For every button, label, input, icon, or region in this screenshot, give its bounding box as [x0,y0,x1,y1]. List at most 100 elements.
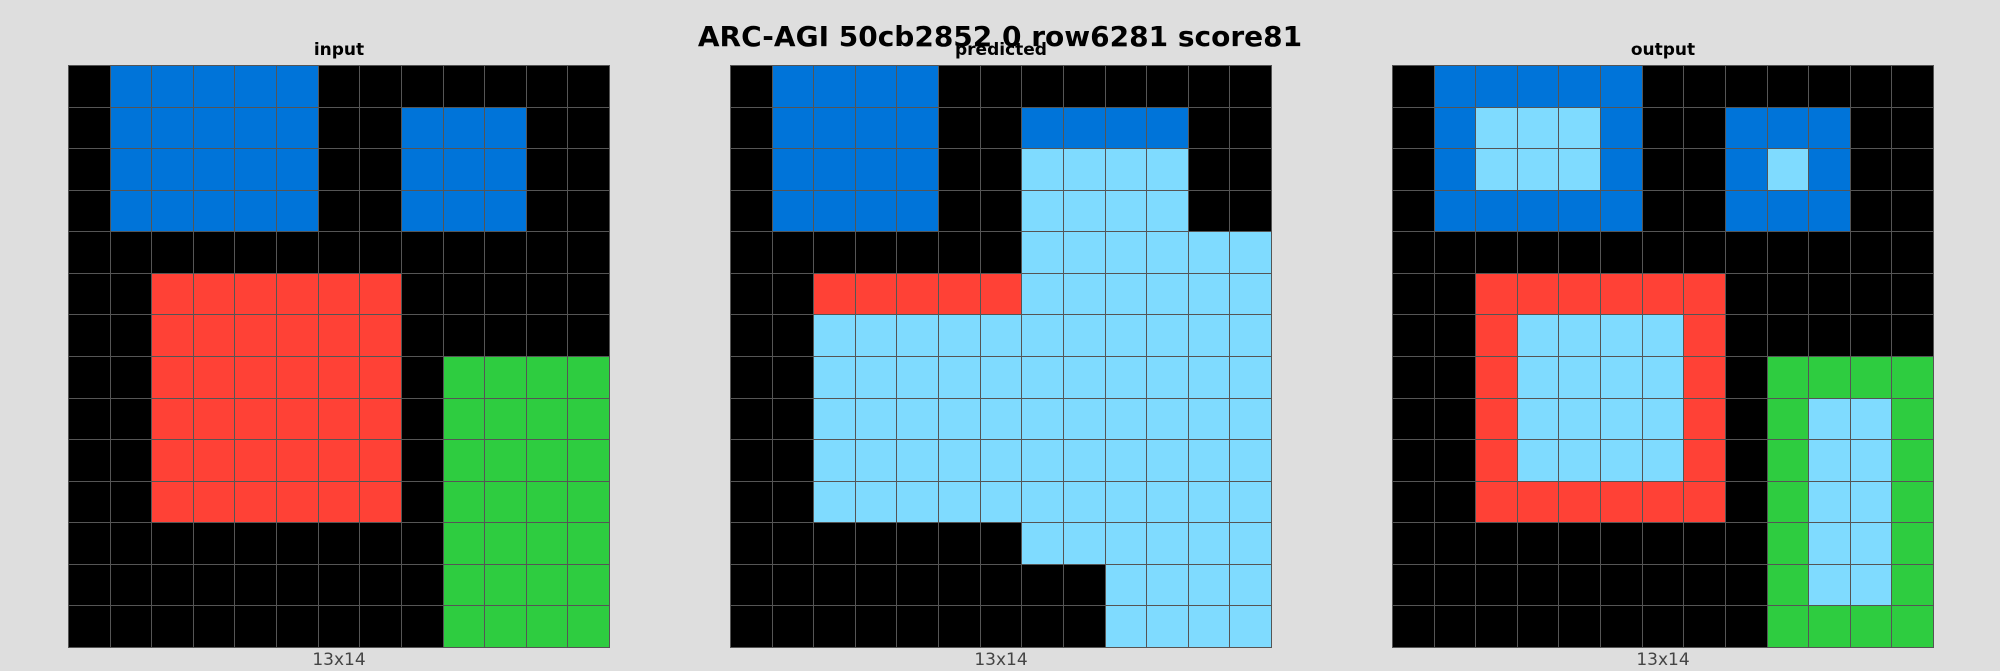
grid-cell [485,190,526,232]
grid-cell [360,315,401,356]
grid-cell [1767,564,1809,606]
grid-cell [1022,190,1063,232]
grid-cell [152,398,193,440]
grid-cell [1147,66,1188,107]
grid-cell [731,357,772,398]
grid-cell [1230,273,1271,315]
grid-cell [1892,564,1933,606]
grid-cell [443,481,485,523]
grid-cell [939,190,980,232]
grid-cell [939,564,980,606]
grid-cell [772,273,814,315]
grid-cell [1767,606,1809,647]
grid-cell [568,190,609,232]
grid-cell [1642,315,1684,356]
grid-cell [1850,273,1892,315]
grid-cell [1767,357,1809,398]
grid-cell [1022,606,1063,647]
grid-cell [1393,66,1434,107]
grid-cell [443,398,485,440]
grid-cell [485,440,526,481]
grid-cell [1601,357,1642,398]
grid-cell [1601,398,1642,440]
grid-cell [1767,232,1809,273]
grid-cell [1850,66,1892,107]
grid-cell [939,149,980,190]
grid-cell [1684,149,1725,190]
grid-cell [1393,440,1434,481]
grid-cell [1642,190,1684,232]
grid-cell [814,398,855,440]
grid-cell [1188,440,1230,481]
grid-cell [1063,440,1105,481]
grid-cell [772,606,814,647]
grid-cell [897,66,939,107]
grid-cell [1476,440,1517,481]
grid-cell [1517,440,1559,481]
grid-cell [897,523,939,564]
grid-cell [814,481,855,523]
grid-cell [110,232,152,273]
grid-cell [1517,232,1559,273]
grid-cell [814,232,855,273]
grid-cell [980,232,1022,273]
grid-cell [1559,606,1601,647]
grid-cell [1559,523,1601,564]
grid-cell [1642,66,1684,107]
grid-cell [235,481,277,523]
grid-cell [814,190,855,232]
grid-cell [1147,149,1188,190]
grid-cell [1767,315,1809,356]
grid-cell [1517,398,1559,440]
grid-cell [1809,315,1850,356]
input-panel-title: input [313,40,365,60]
grid-cell [69,523,110,564]
grid-cell [193,481,235,523]
grid-cell [69,440,110,481]
grid-cell [526,564,568,606]
grid-cell [69,190,110,232]
grid-cell [731,107,772,149]
grid-cell [485,149,526,190]
grid-cell [1517,66,1559,107]
grid-cell [1767,523,1809,564]
grid-cell [1063,149,1105,190]
grid-cell [1517,606,1559,647]
grid-cell [485,564,526,606]
grid-cell [939,606,980,647]
grid-cell [360,440,401,481]
grid-cell [1642,606,1684,647]
grid-cell [1601,232,1642,273]
grid-cell [772,66,814,107]
grid-cell [1892,315,1933,356]
grid-cell [939,66,980,107]
grid-cell [897,273,939,315]
grid-cell [1476,523,1517,564]
grid-cell [1476,481,1517,523]
grid-cell [318,357,360,398]
grid-cell [1892,523,1933,564]
grid-cell [1850,149,1892,190]
grid-cell [855,190,897,232]
grid-cell [1393,606,1434,647]
grid-cell [1188,357,1230,398]
grid-cell [980,315,1022,356]
grid-cell [1230,440,1271,481]
grid-cell [110,149,152,190]
grid-cell [1147,398,1188,440]
grid-cell [1230,564,1271,606]
grid-cell [1393,523,1434,564]
grid-cell [1559,190,1601,232]
grid-cell [1105,564,1147,606]
grid-cell [360,232,401,273]
grid-cell [1022,523,1063,564]
grid-cell [1188,273,1230,315]
grid-cell [318,315,360,356]
grid-cell [1105,523,1147,564]
grid-cell [526,440,568,481]
grid-cell [731,315,772,356]
grid-cell [772,190,814,232]
grid-cell [152,481,193,523]
grid-cell [443,149,485,190]
grid-cell [1601,315,1642,356]
